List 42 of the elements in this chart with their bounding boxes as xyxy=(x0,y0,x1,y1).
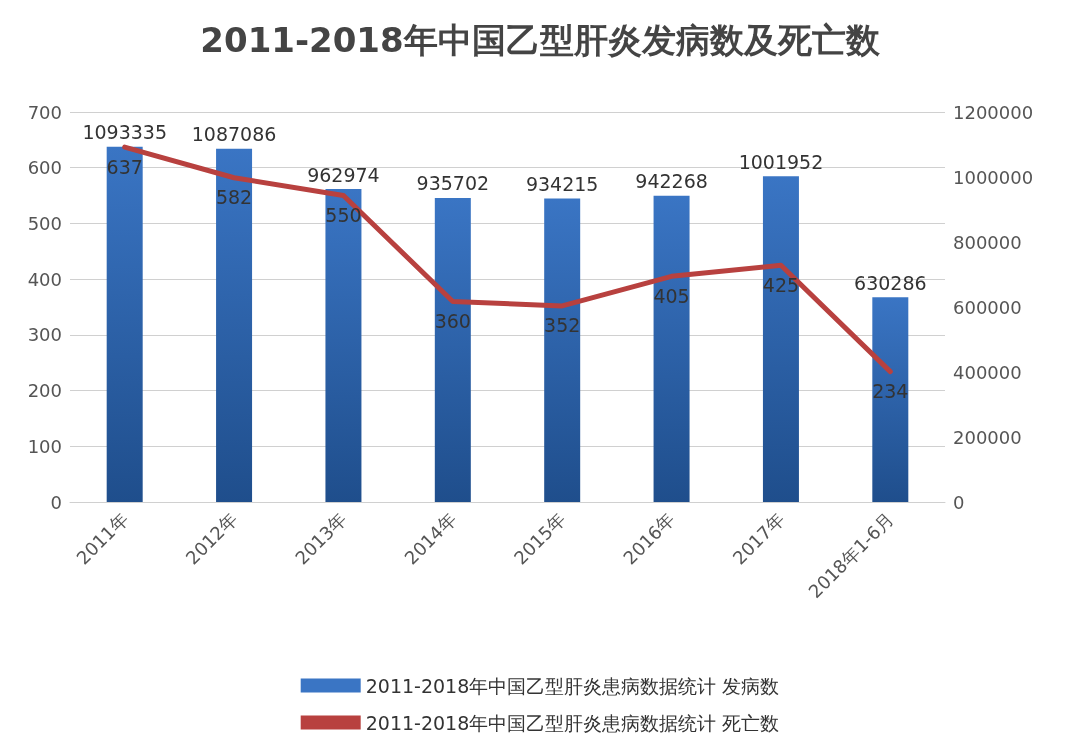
data-label: 550 xyxy=(325,204,362,227)
bar xyxy=(216,148,253,502)
data-label: 234 xyxy=(872,380,909,403)
y-tick-label: 200 xyxy=(27,380,62,402)
y2-tick-label: 0 xyxy=(953,491,965,513)
bar xyxy=(762,176,799,502)
y2-tick-label: 1000000 xyxy=(953,166,1034,188)
y2-tick-label: 600000 xyxy=(953,296,1022,318)
data-label: 1001952 xyxy=(738,150,824,173)
data-label: 962974 xyxy=(307,163,380,186)
y-tick-label: 700 xyxy=(27,101,62,123)
bar xyxy=(325,189,362,502)
y2-tick-label: 200000 xyxy=(953,426,1022,448)
data-label: 360 xyxy=(434,309,471,332)
data-label: 425 xyxy=(762,273,800,296)
y-tick-label: 100 xyxy=(27,435,62,457)
data-label: 1093335 xyxy=(82,121,167,144)
y-tick-label: 0 xyxy=(50,491,62,513)
legend-label: 2011-2018年中国乙型肝炎患病数据统计 死亡数 xyxy=(365,711,780,734)
bar xyxy=(872,297,909,502)
chart-title: 2011-2018年中国乙型肝炎发病数及死亡数 xyxy=(200,20,881,60)
y-tick-label: 400 xyxy=(27,268,62,290)
data-label: 935702 xyxy=(416,172,490,195)
y-tick-label: 300 xyxy=(27,324,62,346)
data-label: 405 xyxy=(653,284,690,307)
y2-tick-label: 800000 xyxy=(953,231,1022,253)
data-label: 934215 xyxy=(525,172,599,195)
data-label: 942268 xyxy=(635,170,708,193)
bar xyxy=(544,198,581,502)
legend-label: 2011-2018年中国乙型肝炎患病数据统计 发病数 xyxy=(365,674,780,697)
bar xyxy=(653,195,690,502)
y2-tick-label: 1200000 xyxy=(953,101,1034,123)
y2-tick-label: 400000 xyxy=(953,361,1022,383)
data-label: 352 xyxy=(544,314,581,337)
data-label: 582 xyxy=(215,186,253,209)
data-label: 637 xyxy=(106,155,143,178)
bar xyxy=(434,197,471,502)
bar xyxy=(106,146,143,502)
y-tick-label: 500 xyxy=(27,212,62,234)
y-tick-label: 600 xyxy=(27,157,62,179)
data-label: 1087086 xyxy=(191,123,277,146)
data-label: 630286 xyxy=(854,271,927,294)
